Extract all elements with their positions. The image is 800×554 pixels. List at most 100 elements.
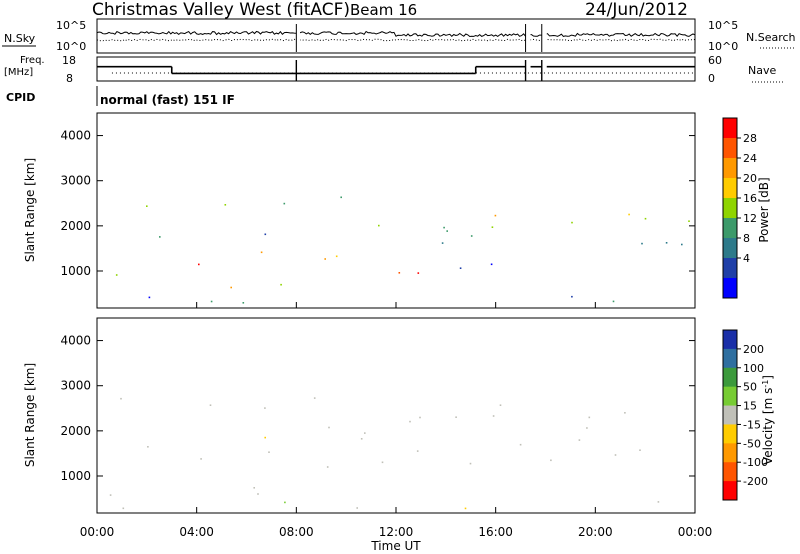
echo-cell: [519, 443, 522, 446]
echo-cell: [200, 458, 202, 460]
velocity-colorbar-segment: [723, 443, 737, 463]
echo-cell: [257, 493, 259, 495]
power-yaxis: 4000 3000 2000 1000: [60, 129, 695, 278]
echo-cell: [381, 461, 384, 464]
echo-cell: [313, 397, 316, 399]
velocity-colorbar-label-end: ]: [761, 375, 775, 380]
velocity-ylabel: Slant Range [km]: [23, 363, 37, 467]
echo-cell: [416, 450, 419, 452]
data-gap: [296, 114, 301, 307]
power-colorbar-tick-label: 28: [743, 132, 757, 145]
velocity-colorbar-frame: [722, 329, 738, 501]
echo-cell: [198, 263, 200, 266]
echo-cell: [578, 439, 581, 441]
echo-cell: [491, 226, 494, 228]
echo-cell: [455, 416, 457, 418]
nsky-gap: [525, 20, 531, 52]
nsky-gap: [541, 20, 547, 52]
freq-traces: [97, 60, 695, 81]
data-gap: [296, 319, 301, 512]
echo-cell: [146, 205, 148, 207]
power-data: [115, 114, 690, 307]
power-ytick-label: 3000: [60, 174, 91, 188]
power-colorbar-segment: [723, 258, 737, 279]
nave-tick-bottom: 0: [708, 72, 715, 85]
nsky-panel-frame: [96, 18, 696, 54]
echo-cell: [409, 420, 411, 423]
xaxis-tick-label: 04:00: [179, 525, 214, 539]
echo-cell: [242, 302, 245, 304]
power-colorbar-segment: [723, 138, 737, 159]
echo-cell: [443, 226, 445, 229]
velocity-colorbar-tick-label: -100: [743, 456, 768, 469]
velocity-ytick-label: 2000: [60, 424, 91, 438]
echo-cell: [120, 397, 122, 400]
freq-panel-frame: [96, 56, 696, 82]
echo-cell: [469, 462, 472, 465]
figure-title: Christmas Valley West (fitACF): [92, 0, 350, 20]
nsearch-label: N.Search: [746, 31, 796, 44]
xaxis-tick-label: 00:00: [678, 525, 713, 539]
velocity-colorbar-tick-label: 100: [743, 362, 764, 375]
echo-cell: [446, 230, 448, 232]
echo-cell: [499, 404, 502, 406]
velocity-colorbar-segment: [723, 462, 737, 482]
echo-cell: [335, 255, 338, 258]
echo-cell: [641, 242, 643, 245]
echo-cell: [441, 242, 444, 244]
echo-cell: [148, 296, 151, 299]
velocity-ytick-label: 1000: [60, 469, 91, 483]
nave-tick-top: 60: [708, 54, 722, 67]
freq-tick-top: 18: [62, 54, 76, 67]
velocity-colorbar-segment: [723, 330, 737, 350]
echo-cell: [624, 412, 626, 414]
freq-label: Freq.: [20, 55, 45, 66]
echo-cell: [639, 449, 641, 451]
echo-cell: [550, 459, 552, 462]
echo-cell: [147, 446, 149, 448]
echo-cell: [657, 501, 660, 503]
echo-cell: [612, 300, 615, 303]
power-colorbar-segment: [723, 238, 737, 259]
echo-cell: [464, 507, 467, 510]
echo-cell: [115, 274, 118, 276]
echo-cell: [571, 221, 573, 224]
power-colorbar-segment: [723, 158, 737, 179]
echo-cell: [264, 436, 266, 439]
echo-cell: [109, 494, 112, 496]
power-colorbar-tick-label: 12: [743, 212, 757, 225]
cpid-value: normal (fast) 151 IF: [100, 93, 235, 107]
echo-cell: [324, 258, 326, 260]
echo-cell: [209, 404, 212, 406]
velocity-colorbar-label-sup: -1: [761, 380, 770, 388]
echo-cell: [340, 196, 342, 199]
data-gap: [541, 114, 547, 307]
echo-cell: [280, 283, 282, 286]
velocity-colorbar-tick-label: -200: [743, 475, 768, 488]
echo-cell: [264, 233, 267, 236]
power-ytick-label: 2000: [60, 219, 91, 233]
echo-cell: [364, 432, 366, 434]
nsky-tick-bottom: 10^0: [56, 40, 86, 53]
velocity-ytick-label: 4000: [60, 334, 91, 348]
nsky-label: N.Sky: [4, 32, 36, 45]
echo-cell: [665, 242, 668, 244]
echo-cell: [490, 263, 493, 266]
power-ytick-label: 4000: [60, 129, 91, 143]
xaxis-tick-label: 08:00: [279, 525, 314, 539]
power-panel-bg: [97, 113, 695, 308]
power-colorbar-tick-label: 20: [743, 172, 757, 185]
freq-unit: [MHz]: [4, 67, 33, 78]
echo-cell: [328, 426, 330, 429]
nsearch-tick-top: 10^5: [708, 19, 738, 32]
xaxis-tick-label: 16:00: [478, 525, 513, 539]
power-colorbar-segment: [723, 118, 737, 139]
cpid-label: CPID: [6, 91, 35, 104]
power-colorbar-tick-label: 8: [743, 232, 750, 245]
power-colorbar-tick-label: 4: [743, 252, 750, 265]
echo-cell: [586, 427, 588, 429]
nsearch-tick-bottom: 10^0: [708, 40, 738, 53]
velocity-data: [109, 319, 660, 512]
velocity-colorbar-segment: [723, 481, 737, 501]
date-label: 24/Jun/2012: [585, 0, 688, 20]
